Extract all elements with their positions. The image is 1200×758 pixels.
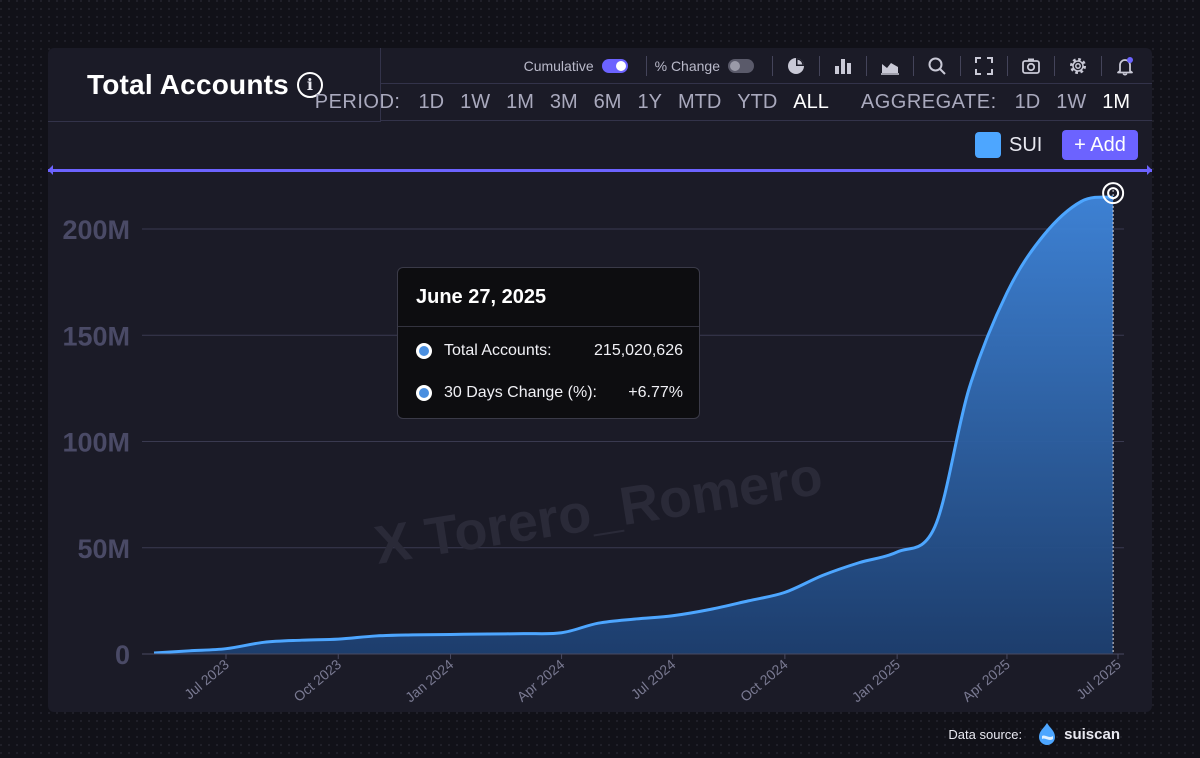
- bar-chart-icon[interactable]: [832, 55, 854, 77]
- pie-chart-icon[interactable]: [785, 55, 807, 77]
- legend-row: SUI + Add: [48, 122, 1152, 170]
- legend-item-sui[interactable]: SUI: [975, 132, 1042, 158]
- divider: [398, 326, 699, 327]
- x-tick-label: Apr 2025: [959, 656, 1013, 705]
- x-tick-label: Jul 2025: [1073, 656, 1124, 702]
- divider: [960, 55, 961, 76]
- y-tick-label: 150M: [62, 321, 130, 351]
- info-icon[interactable]: i: [296, 71, 323, 98]
- pct-change-toggle[interactable]: [728, 58, 754, 73]
- period-1w[interactable]: 1W: [460, 91, 491, 113]
- period-6m[interactable]: 6M: [593, 91, 622, 113]
- watermark-text: X Torero_Romero: [370, 446, 826, 576]
- camera-icon[interactable]: [1020, 55, 1042, 77]
- data-source-brand[interactable]: suiscan: [1064, 725, 1120, 743]
- gear-icon[interactable]: [1067, 55, 1089, 77]
- tooltip-date: June 27, 2025: [416, 286, 547, 308]
- area-chart-icon[interactable]: [879, 55, 901, 77]
- divider: [866, 55, 867, 76]
- period-label: PERIOD:: [314, 91, 401, 113]
- tooltip-row-total: Total Accounts: 215,020,626: [416, 342, 683, 360]
- period-ytd[interactable]: YTD: [737, 91, 778, 113]
- title-box: Total Accounts i: [48, 48, 381, 122]
- series-dot: [416, 385, 432, 401]
- x-tick-label: Jul 2023: [181, 656, 232, 702]
- chart-toolbar: Cumulative % Change: [380, 48, 1152, 84]
- data-source-footer: Data source: suiscan: [948, 722, 1120, 746]
- range-handle-right[interactable]: [1147, 165, 1152, 175]
- chart-card: Total Accounts i Cumulative % Change: [48, 48, 1152, 712]
- legend-label: SUI: [1009, 133, 1043, 156]
- cumulative-toggle[interactable]: [601, 58, 628, 73]
- period-toolbar: PERIOD: 1D 1W 1M 3M 6M 1Y MTD YTD ALL AG…: [315, 85, 1152, 121]
- toggle-knob: [730, 60, 740, 71]
- y-tick-label: 200M: [62, 215, 130, 245]
- aggregate-1m[interactable]: 1M: [1102, 91, 1130, 113]
- x-tick-label: Jan 2024: [402, 656, 457, 705]
- divider: [1007, 55, 1008, 76]
- toggle-knob: [615, 60, 626, 71]
- aggregate-1w[interactable]: 1W: [1056, 91, 1087, 113]
- fullscreen-icon[interactable]: [973, 55, 995, 77]
- suiscan-logo-icon: [1039, 723, 1056, 745]
- aggregate-label: AGGREGATE:: [860, 91, 997, 113]
- crosshair-marker-inner: [1107, 187, 1120, 200]
- divider: [1054, 55, 1055, 76]
- period-1y[interactable]: 1Y: [637, 91, 662, 113]
- x-tick-label: Oct 2023: [290, 656, 344, 705]
- chart-area[interactable]: 0 50M 100M 150M 200M X Torero_Romero Jul 2023 O…: [48, 172, 1152, 712]
- chart-tooltip: June 27, 2025 Total Accounts: 215,020,62…: [397, 267, 700, 419]
- series-area-sui: [154, 197, 1114, 655]
- divider: [913, 55, 914, 76]
- period-mtd[interactable]: MTD: [677, 91, 722, 113]
- range-handle-left[interactable]: [48, 165, 53, 175]
- data-source-label: Data source:: [948, 726, 1023, 742]
- tooltip-row-change: 30 Days Change (%): +6.77%: [416, 384, 683, 402]
- x-tick-label: Jul 2024: [628, 656, 679, 702]
- range-slider[interactable]: [48, 169, 1152, 172]
- y-tick-label: 50M: [77, 534, 130, 564]
- legend-swatch: [975, 132, 1001, 158]
- period-1d[interactable]: 1D: [418, 91, 445, 113]
- search-icon[interactable]: [926, 55, 948, 77]
- cumulative-label: Cumulative: [523, 57, 594, 74]
- x-tick-label: Jan 2025: [849, 656, 904, 705]
- y-tick-label: 0: [115, 640, 130, 670]
- period-all[interactable]: ALL: [793, 91, 829, 113]
- y-tick-label: 100M: [62, 428, 130, 458]
- divider: [819, 55, 820, 76]
- x-tick-label: Oct 2024: [737, 656, 791, 705]
- tooltip-value: +6.77%: [628, 384, 683, 401]
- series-dot: [416, 343, 432, 359]
- divider: [772, 55, 773, 76]
- page-title: Total Accounts: [87, 68, 289, 100]
- period-1m[interactable]: 1M: [506, 91, 534, 113]
- aggregate-1d[interactable]: 1D: [1014, 91, 1041, 113]
- series-line-sui: [153, 195, 1114, 655]
- tooltip-label: 30 Days Change (%):: [444, 384, 597, 401]
- add-series-button[interactable]: + Add: [1062, 130, 1138, 160]
- tooltip-value: 215,020,626: [594, 342, 683, 359]
- tooltip-label: Total Accounts:: [444, 342, 552, 359]
- pct-change-label: % Change: [654, 57, 720, 74]
- divider: [1101, 55, 1102, 76]
- bell-icon[interactable]: [1114, 55, 1136, 77]
- x-tick-label: Apr 2024: [514, 656, 568, 705]
- crosshair-marker: [1102, 182, 1125, 205]
- period-3m[interactable]: 3M: [549, 91, 578, 113]
- divider: [645, 55, 647, 76]
